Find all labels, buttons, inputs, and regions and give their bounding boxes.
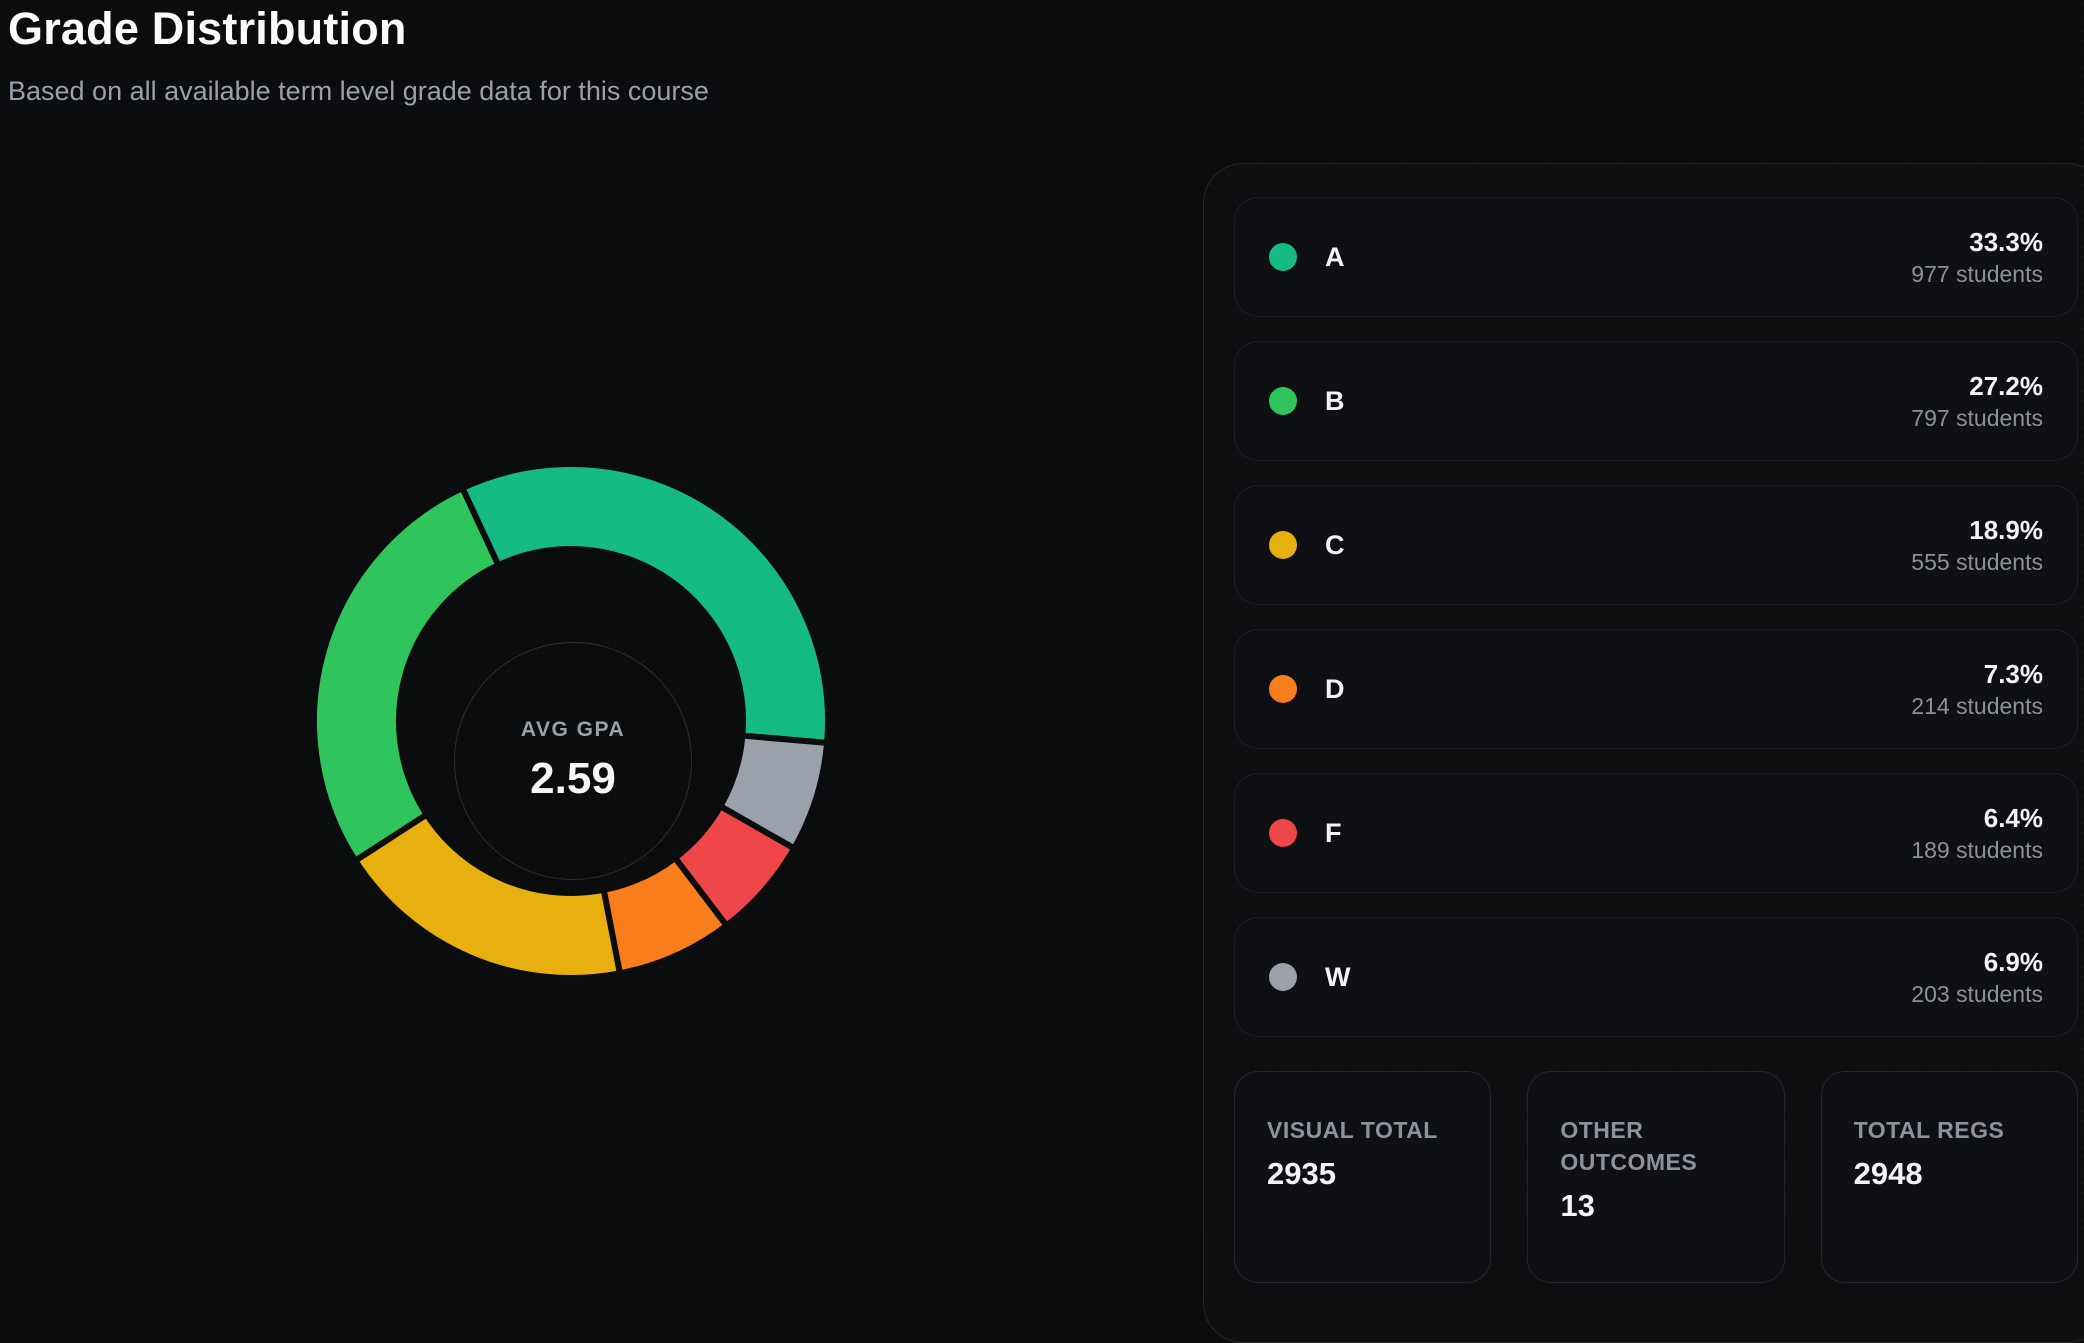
- grade-b-color-dot: [1269, 387, 1297, 415]
- grade-c-color-dot: [1269, 531, 1297, 559]
- visual-total-card: VISUAL TOTAL 2935: [1234, 1071, 1492, 1283]
- grade-f-label: F: [1325, 817, 1342, 848]
- legend-row-a: A 33.3% 977 students: [1234, 197, 2078, 317]
- total-regs-value: 2948: [1853, 1156, 1923, 1191]
- legend-row-c: C 18.9% 555 students: [1234, 485, 2078, 605]
- other-outcomes-card: OTHER OUTCOMES 13: [1527, 1071, 1785, 1283]
- page-subtitle: Based on all available term level grade …: [8, 76, 709, 106]
- other-outcomes-label: OTHER OUTCOMES: [1560, 1117, 1698, 1175]
- grade-w-students: 203 students: [1911, 980, 2043, 1007]
- grade-d-students: 214 students: [1911, 692, 2043, 719]
- legend-row-a-right: 33.3% 977 students: [1911, 227, 2043, 288]
- avg-gpa-label: AVG GPA: [520, 718, 626, 741]
- grade-b-label: B: [1325, 385, 1345, 416]
- legend-row-d-right: 7.3% 214 students: [1911, 659, 2043, 720]
- grade-c-percent: 18.9%: [1969, 514, 2043, 545]
- legend-row-a-left: A: [1269, 242, 1345, 273]
- legend-row-b: B 27.2% 797 students: [1234, 341, 2078, 461]
- grade-c-label: C: [1325, 529, 1345, 560]
- legend-row-f: F 6.4% 189 students: [1234, 773, 2078, 893]
- legend-row-f-left: F: [1269, 818, 1342, 849]
- visual-total-value: 2935: [1267, 1156, 1336, 1191]
- legend-row-w-right: 6.9% 203 students: [1911, 947, 2043, 1008]
- total-regs-label: TOTAL REGS: [1853, 1117, 2005, 1143]
- legend-row-c-right: 18.9% 555 students: [1911, 515, 2043, 576]
- grade-b-students: 797 students: [1911, 404, 2043, 431]
- legend-row-b-left: B: [1269, 386, 1345, 417]
- legend-row-d: D 7.3% 214 students: [1234, 629, 2078, 749]
- legend-row-d-left: D: [1269, 674, 1345, 705]
- summary-cards: VISUAL TOTAL 2935 OTHER OUTCOMES 13 TOTA…: [1234, 1071, 2078, 1283]
- grade-w-color-dot: [1269, 963, 1297, 991]
- grade-donut-chart: AVG GPA 2.59: [310, 460, 832, 982]
- donut-chart-svg: [311, 461, 831, 981]
- page-title: Grade Distribution: [8, 3, 407, 54]
- legend-panel: A 33.3% 977 students B 27.2% 797 student…: [1203, 163, 2084, 1343]
- grade-w-label: W: [1325, 961, 1351, 992]
- total-regs-card: TOTAL REGS 2948: [1820, 1071, 2078, 1283]
- other-outcomes-value: 13: [1560, 1188, 1595, 1223]
- donut-segment-b[interactable]: [311, 484, 503, 865]
- grade-f-students: 189 students: [1911, 836, 2043, 863]
- grade-a-color-dot: [1269, 243, 1297, 271]
- grade-c-students: 555 students: [1911, 548, 2043, 575]
- grade-d-color-dot: [1269, 675, 1297, 703]
- grade-d-label: D: [1325, 673, 1345, 704]
- grade-f-percent: 6.4%: [1983, 802, 2043, 833]
- donut-segment-a[interactable]: [458, 461, 831, 747]
- grade-w-percent: 6.9%: [1983, 946, 2043, 977]
- legend-row-w: W 6.9% 203 students: [1234, 917, 2078, 1037]
- visual-total-label: VISUAL TOTAL: [1267, 1117, 1438, 1143]
- donut-center-circle: AVG GPA 2.59: [454, 642, 692, 880]
- grade-b-percent: 27.2%: [1969, 370, 2043, 401]
- grade-a-label: A: [1325, 241, 1345, 272]
- grade-f-color-dot: [1269, 819, 1297, 847]
- legend-row-f-right: 6.4% 189 students: [1911, 803, 2043, 864]
- grade-a-students: 977 students: [1911, 260, 2043, 287]
- legend-row-w-left: W: [1269, 962, 1350, 993]
- legend-row-b-right: 27.2% 797 students: [1911, 371, 2043, 432]
- grade-a-percent: 33.3%: [1969, 226, 2043, 257]
- avg-gpa-value: 2.59: [530, 754, 616, 803]
- legend-row-c-left: C: [1269, 530, 1345, 561]
- grade-d-percent: 7.3%: [1983, 658, 2043, 689]
